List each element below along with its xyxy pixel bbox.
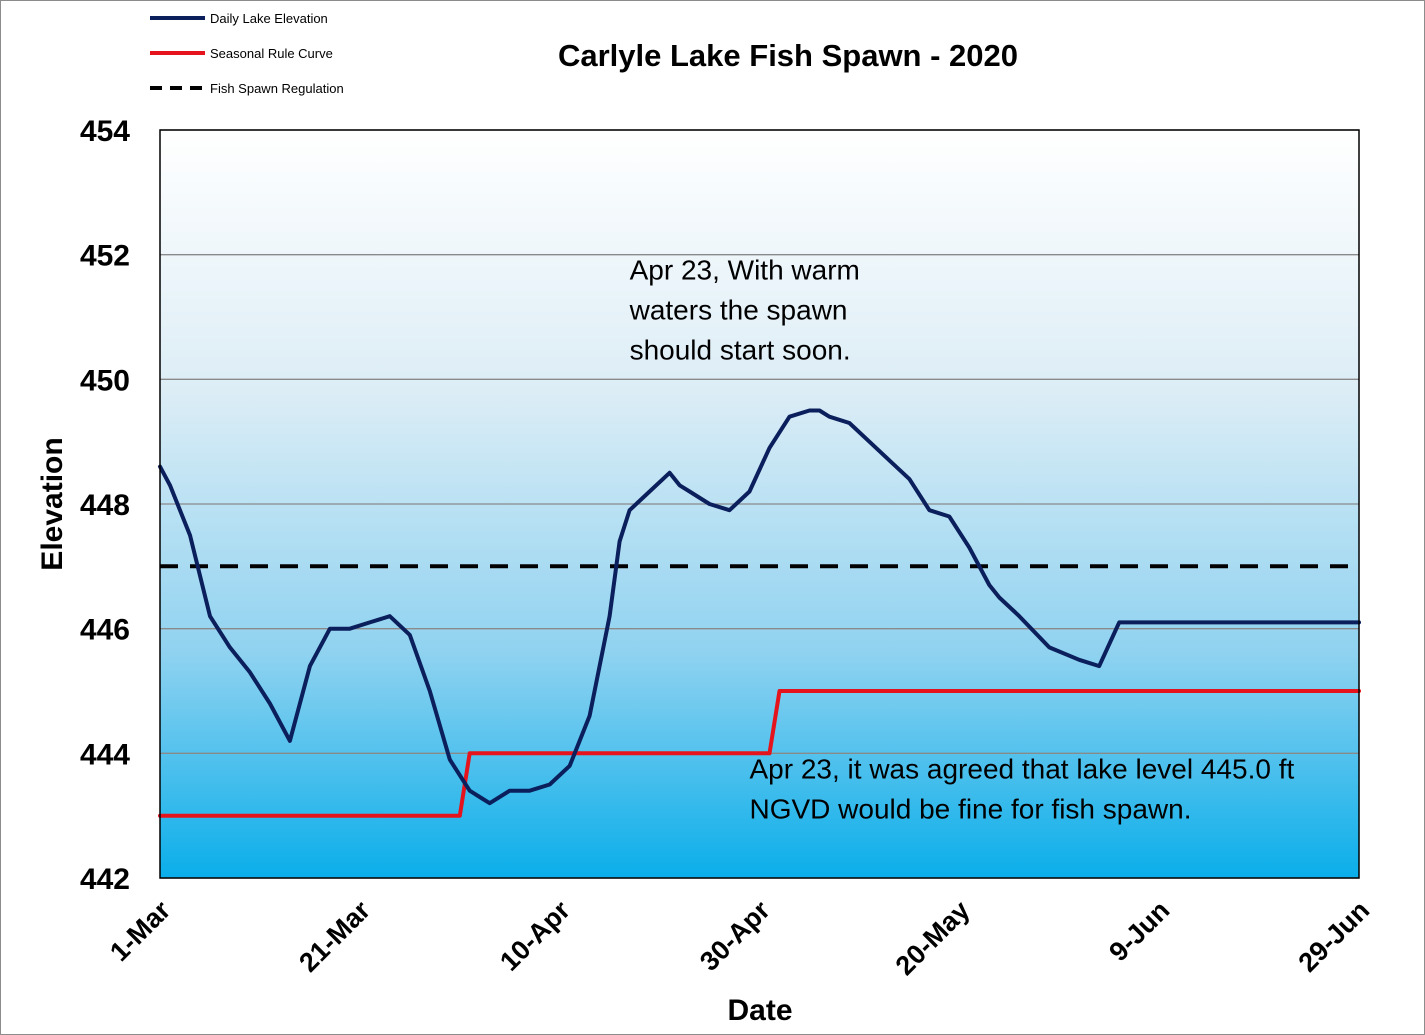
x-tick-label: 9-Jun xyxy=(1103,895,1175,967)
y-axis-label: Elevation xyxy=(36,437,69,570)
series-layer xyxy=(158,408,1361,818)
y-tick-label: 444 xyxy=(80,738,130,771)
x-tick-label: 20-May xyxy=(890,895,976,981)
x-axis: 1-Mar 21-Mar 10-Apr 30-Apr 20-May 9-Jun 29-Jun xyxy=(104,895,1375,981)
x-axis-label: Date xyxy=(727,994,792,1027)
y-tick-label: 446 xyxy=(80,614,130,647)
x-tick-label: 10-Apr xyxy=(494,895,576,977)
series-line-0 xyxy=(158,408,1361,806)
x-tick-label: 21-Mar xyxy=(293,895,376,978)
legend: Daily Lake Elevation Seasonal Rule Curve F… xyxy=(150,11,344,96)
annotation-1-line: Apr 23, it was agreed that lake level 44… xyxy=(750,753,1295,784)
annotations: Apr 23, With warm waters the spawn should … xyxy=(629,255,1295,825)
y-tick-label: 448 xyxy=(80,489,130,522)
plot-border xyxy=(159,129,1360,879)
y-tick-label: 454 xyxy=(80,115,130,148)
chart-title: Carlyle Lake Fish Spawn - 2020 xyxy=(558,38,1018,73)
annotation-0-line: Apr 23, With warm xyxy=(630,255,860,286)
x-tick-label: 30-Apr xyxy=(694,895,776,977)
series-line-1 xyxy=(158,689,1361,818)
y-axis: 442 444 446 448 450 452 454 xyxy=(80,115,130,896)
legend-label-1: Seasonal Rule Curve xyxy=(210,46,333,61)
y-tick-label: 442 xyxy=(80,863,130,896)
annotation-0-line: waters the spawn xyxy=(629,295,848,326)
legend-label-0: Daily Lake Elevation xyxy=(210,11,328,26)
y-tick-label: 452 xyxy=(80,240,130,273)
legend-label-2: Fish Spawn Regulation xyxy=(210,81,344,96)
x-tick-label: 1-Mar xyxy=(104,895,176,967)
x-tick-label: 29-Jun xyxy=(1292,895,1375,978)
y-tick-label: 450 xyxy=(80,364,130,397)
annotation-0-line: should start soon. xyxy=(630,335,851,366)
annotation-1-line: NGVD would be fine for fish spawn. xyxy=(750,793,1192,824)
